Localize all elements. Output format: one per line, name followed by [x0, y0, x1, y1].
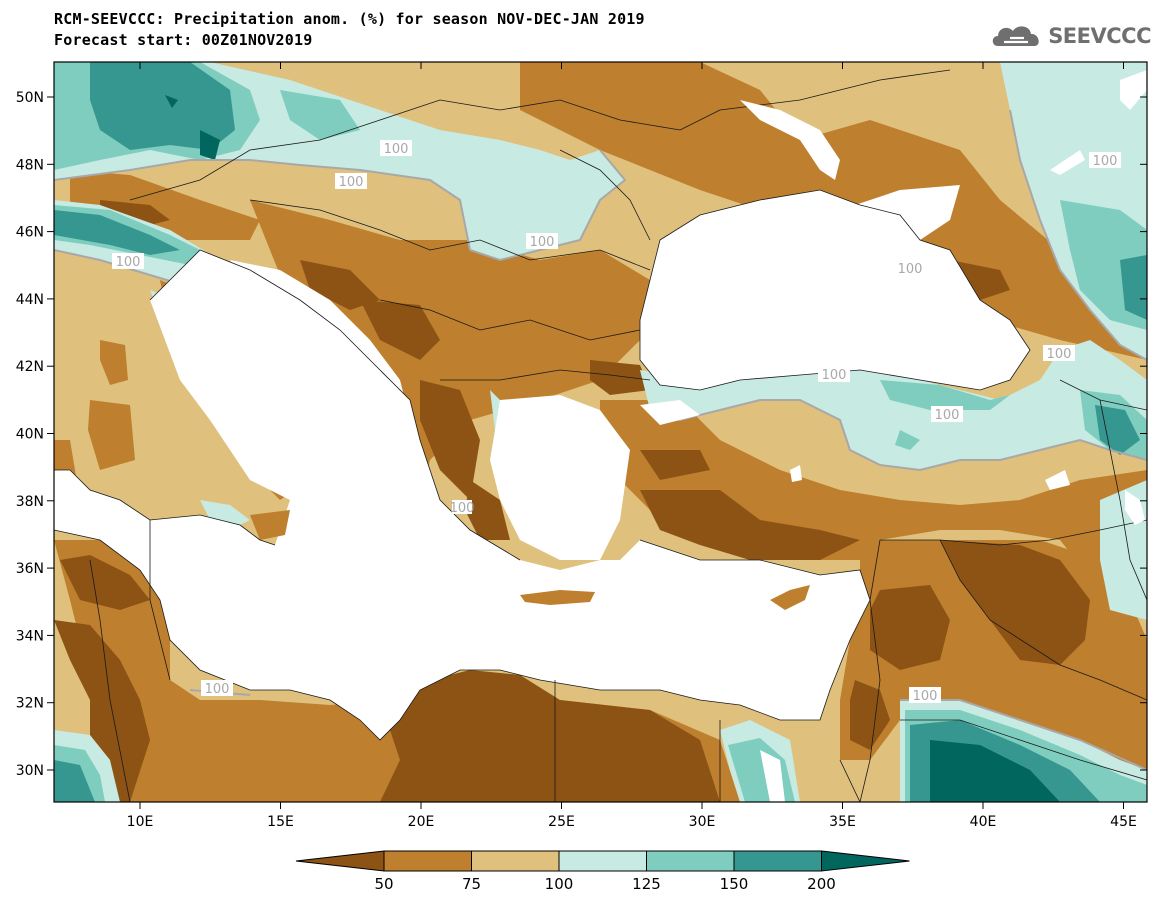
longitude-axis: 10E 15E 20E 25E 30E 35E 40E 45E — [127, 62, 1137, 830]
map-frame — [53, 61, 1148, 803]
contour-label: 100 — [935, 408, 960, 423]
lat-tick-label: 50N — [16, 90, 44, 106]
lat-tick-label: 34N — [16, 628, 44, 644]
lat-tick-label: 36N — [16, 561, 44, 577]
forecast-start-label: Forecast start: 00Z01NOV2019 — [54, 31, 313, 49]
colorbar-label: 50 — [374, 875, 393, 893]
colorbar-swatch — [558, 850, 647, 872]
map-title: RCM-SEEVCCC: Precipitation anom. (%) for… — [54, 10, 645, 28]
field-above-200 — [165, 95, 1060, 802]
lat-tick-label: 30N — [16, 763, 44, 779]
latitude-axis: 50N 48N 46N 44N 42N 40N 38N 36N 34N 32N 30N — [16, 90, 1147, 779]
colorbar-label: 200 — [807, 875, 836, 893]
lat-tick-label: 42N — [16, 359, 44, 375]
colorbar-arrow-low — [295, 850, 385, 872]
lon-tick-label: 45E — [1110, 814, 1137, 830]
lat-tick-label: 38N — [16, 494, 44, 510]
contour-label: 100 — [384, 142, 409, 157]
colorbar-swatch — [471, 850, 560, 872]
contour-label: 100 — [898, 262, 923, 277]
contour-label: 100 — [339, 175, 364, 190]
lon-tick-label: 40E — [970, 814, 997, 830]
lon-tick-label: 30E — [689, 814, 716, 830]
seevccc-logo: SEEVCCC — [990, 22, 1151, 50]
colorbar-arrow-high — [821, 850, 910, 872]
contour-label: 100 — [530, 235, 555, 250]
contour-label: 100 — [822, 368, 847, 383]
lat-tick-label: 46N — [16, 225, 44, 241]
anomaly-field: 100 100 100 100 100 100 100 100 100 100 … — [54, 62, 1147, 802]
contour-label: 100 — [1047, 347, 1072, 362]
colorbar-swatch — [383, 850, 472, 872]
colorbar-label: 125 — [632, 875, 661, 893]
colorbar-swatch — [733, 850, 822, 872]
contour-labels: 100 100 100 100 100 100 100 100 100 100 … — [112, 140, 1121, 704]
lat-tick-label: 48N — [16, 157, 44, 173]
missing-data-patches — [740, 70, 1147, 525]
logo-text: SEEVCCC — [1048, 24, 1151, 48]
contour-label: 100 — [116, 255, 141, 270]
sea-mask — [54, 185, 1030, 802]
contour-label: 100 — [450, 501, 475, 516]
lat-tick-label: 44N — [16, 292, 44, 308]
lon-tick-label: 25E — [548, 814, 575, 830]
colorbar-label: 75 — [462, 875, 481, 893]
islands — [250, 510, 810, 610]
colorbar-label: 100 — [545, 875, 574, 893]
lat-tick-label: 32N — [16, 696, 44, 712]
lat-tick-label: 40N — [16, 427, 44, 443]
contour-label: 100 — [1093, 154, 1118, 169]
contour-label: 100 — [913, 689, 938, 704]
cloud-icon — [992, 26, 1039, 46]
contour-label: 100 — [205, 682, 230, 697]
lon-tick-label: 15E — [267, 814, 294, 830]
lon-tick-label: 35E — [829, 814, 856, 830]
colorbar-label: 150 — [720, 875, 749, 893]
lon-tick-label: 20E — [408, 814, 435, 830]
colorbar-swatch — [646, 850, 735, 872]
lon-tick-label: 10E — [127, 814, 154, 830]
country-borders — [54, 69, 1147, 802]
colorbar: 50 75 100 125 150 200 — [295, 850, 910, 893]
